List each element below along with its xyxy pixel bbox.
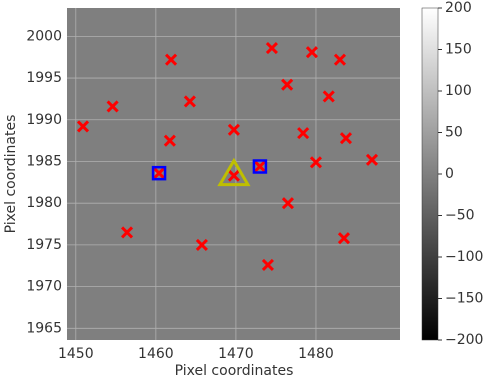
colorbar-tick-label: 200 <box>445 0 472 16</box>
point <box>297 127 310 140</box>
point <box>151 165 167 181</box>
point <box>322 90 335 103</box>
x-tick-label: 1450 <box>58 346 94 362</box>
point <box>217 157 251 187</box>
point <box>309 156 323 169</box>
colorbar-tick-label: −50 <box>445 208 475 224</box>
point <box>281 78 294 91</box>
point <box>183 95 196 108</box>
colorbar-tick-label: 150 <box>445 42 472 58</box>
colorbar-tick-label: −100 <box>445 249 483 265</box>
y-axis-label: Pixel coordinates <box>3 115 19 234</box>
colorbar <box>421 7 439 341</box>
x-tick-label: 1480 <box>298 346 334 362</box>
point <box>120 226 134 239</box>
point <box>227 123 240 136</box>
point <box>195 238 208 251</box>
point <box>106 100 119 113</box>
point <box>339 132 353 145</box>
colorbar-tick-label: −200 <box>445 332 483 348</box>
x-tick-label: 1470 <box>218 346 254 362</box>
y-tick-label: 1990 <box>26 112 62 128</box>
point <box>365 153 379 166</box>
point <box>261 258 274 271</box>
y-tick-label: 1965 <box>26 320 62 336</box>
point <box>253 160 266 173</box>
colorbar-tick-label: 100 <box>445 83 472 99</box>
point <box>337 232 351 245</box>
colorbar-tick-label: 0 <box>445 166 454 182</box>
y-tick-label: 1985 <box>26 153 62 169</box>
y-tick-label: 1995 <box>26 70 62 86</box>
point <box>333 53 347 66</box>
y-tick-label: 1980 <box>26 195 62 211</box>
point <box>165 53 178 66</box>
y-tick-label: 2000 <box>26 28 62 44</box>
point <box>163 134 176 147</box>
point <box>152 167 166 180</box>
colorbar-tick-label: −150 <box>445 291 483 307</box>
point <box>76 120 90 133</box>
point <box>252 159 268 174</box>
y-tick-label: 1970 <box>26 279 62 295</box>
colorbar-tick-label: 50 <box>445 125 463 141</box>
point <box>227 169 240 182</box>
point <box>281 197 294 210</box>
y-tick-label: 1975 <box>26 237 62 253</box>
x-tick-label: 1460 <box>138 346 174 362</box>
x-axis-label: Pixel coordinates <box>175 363 294 379</box>
point <box>265 41 278 55</box>
point <box>305 46 319 59</box>
